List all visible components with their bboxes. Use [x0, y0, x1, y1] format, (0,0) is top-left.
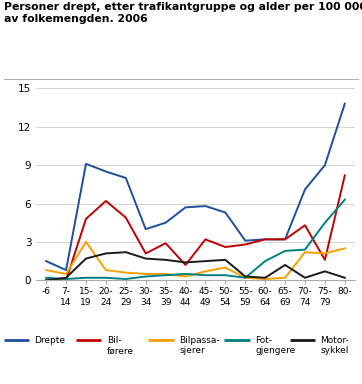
Text: Motor-
sykkel: Motor- sykkel: [320, 336, 349, 356]
Text: Bil-
førere: Bil- førere: [107, 336, 134, 356]
Text: Personer drept, etter trafikantgruppe og alder per 100 000
av folkemengden. 2006: Personer drept, etter trafikantgruppe og…: [4, 2, 362, 24]
Text: Drepte: Drepte: [34, 336, 66, 345]
Text: Fot-
gjengere: Fot- gjengere: [255, 336, 295, 356]
Text: Bilpassa-
sjerer: Bilpassa- sjerer: [179, 336, 220, 356]
